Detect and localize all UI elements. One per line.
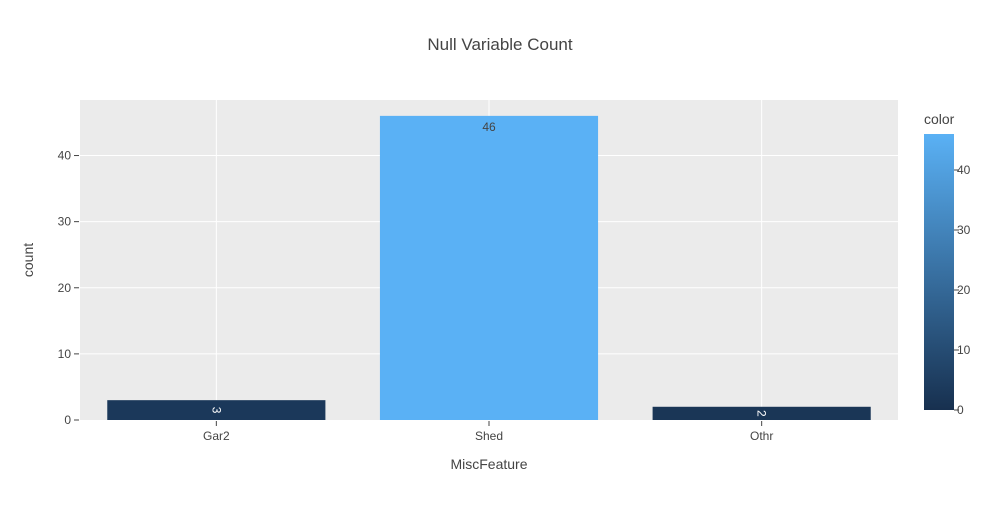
colorbar-gradient [924, 134, 954, 410]
y-tick-label: 40 [58, 149, 72, 163]
data-labels: 3 46 2 [209, 120, 768, 417]
y-tick-label: 30 [58, 215, 72, 229]
data-label: 2 [755, 410, 769, 417]
y-tick-label: 20 [58, 281, 72, 295]
bar-gar2[interactable] [107, 400, 326, 420]
colorbar-tick-label: 20 [957, 283, 971, 297]
chart-title: Null Variable Count [427, 35, 572, 54]
x-axis-ticks: Gar2 Shed Othr [203, 421, 773, 443]
colorbar-title: color [924, 111, 955, 127]
colorbar-ticks: 0 10 20 30 40 [954, 163, 971, 417]
y-tick-label: 0 [64, 413, 71, 427]
data-label: 3 [209, 407, 223, 414]
x-tick-label: Shed [475, 429, 503, 443]
colorbar-tick-label: 40 [957, 163, 971, 177]
bars [107, 115, 871, 420]
y-axis-label: count [20, 243, 36, 277]
colorbar-tick-label: 10 [957, 343, 971, 357]
colorbar: color 0 10 20 30 40 [924, 111, 971, 417]
colorbar-tick-label: 0 [957, 403, 964, 417]
bar-othr[interactable] [652, 406, 871, 420]
x-tick-label: Othr [750, 429, 773, 443]
colorbar-tick-label: 30 [957, 223, 971, 237]
bar-shed[interactable] [379, 115, 599, 420]
data-label: 46 [482, 120, 496, 134]
y-tick-label: 10 [58, 347, 72, 361]
x-tick-label: Gar2 [203, 429, 230, 443]
x-axis-label: MiscFeature [450, 456, 527, 472]
y-axis-ticks: 0 10 20 30 40 [58, 149, 79, 427]
